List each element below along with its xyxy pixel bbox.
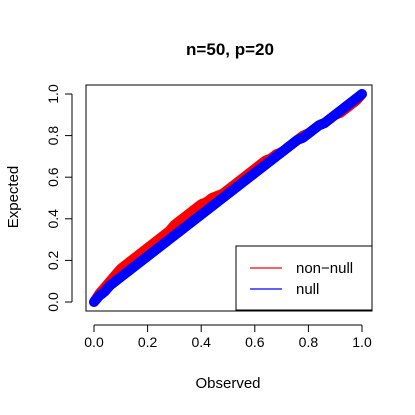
y-tick-label: 0.0 xyxy=(45,292,61,312)
x-tick-label: 0.6 xyxy=(245,334,265,350)
x-tick-label: 0.4 xyxy=(191,334,211,350)
legend-label: null xyxy=(296,281,319,298)
y-tick-label: 1.0 xyxy=(45,84,61,104)
y-tick-label: 0.4 xyxy=(45,209,61,229)
x-tick-label: 1.0 xyxy=(352,334,372,350)
plot-frame xyxy=(85,84,373,312)
legend-label: non−null xyxy=(296,260,353,277)
axes-layer: 0.0 0.2 0.4 0.6 0.8 1.0 0.0 0.2 0.4 0.6 0.8 1.0 xyxy=(45,84,373,350)
legend: non−null null xyxy=(235,245,373,311)
y-axis-label: Expected xyxy=(5,166,22,229)
y-tick-label: 0.6 xyxy=(45,167,61,187)
x-tick-label: 0.8 xyxy=(299,334,319,350)
y-tick-label: 0.8 xyxy=(45,126,61,146)
points-layer xyxy=(89,89,367,307)
chart-title: n=50, p=20 xyxy=(186,40,274,59)
legend-box xyxy=(235,245,373,311)
data-point xyxy=(356,89,367,100)
x-axis-label: Observed xyxy=(195,375,260,392)
y-tick-label: 0.2 xyxy=(45,250,61,270)
x-tick-label: 0.2 xyxy=(138,334,158,350)
x-tick-label: 0.0 xyxy=(84,334,104,350)
series-null xyxy=(89,89,367,307)
